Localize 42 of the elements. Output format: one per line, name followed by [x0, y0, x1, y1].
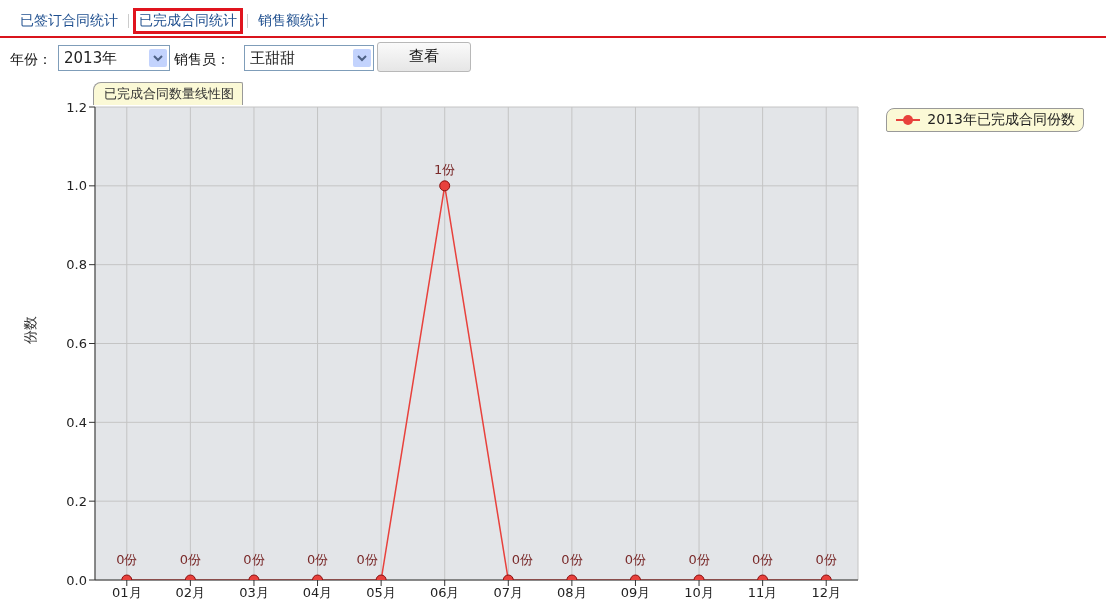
- y-tick-label: 0.6: [66, 336, 87, 352]
- data-label: 0份: [511, 552, 533, 567]
- x-tick-label: 08月: [557, 585, 587, 601]
- data-label: 0份: [243, 552, 265, 567]
- text: 销售员：: [174, 51, 230, 69]
- data-label: 0份: [815, 552, 837, 567]
- y-tick-label: 0.8: [66, 257, 87, 273]
- legend-label: 2013年已完成合同份数: [886, 108, 1084, 132]
- text: 查看: [377, 42, 471, 72]
- x-tick-label: 12月: [811, 585, 841, 601]
- x-tick-label: 04月: [302, 585, 333, 601]
- x-tick-label: 07月: [493, 585, 524, 601]
- data-label: 0份: [356, 552, 378, 567]
- y-tick-label: 0.4: [66, 414, 87, 430]
- data-label: 1份: [434, 161, 456, 177]
- x-tick-label: 09月: [620, 585, 651, 601]
- y-tick-label: 1.0: [66, 178, 87, 194]
- text: 已完成合同统计: [133, 8, 243, 34]
- data-label: 0份: [116, 552, 138, 567]
- x-tick-label: 02月: [175, 585, 206, 601]
- x-tick-label: 11月: [747, 585, 778, 601]
- x-tick-label: 03月: [239, 585, 269, 601]
- x-tick-label: 01月: [112, 585, 142, 601]
- data-label: 0份: [561, 552, 583, 567]
- y-tick-label: 0.2: [66, 493, 87, 509]
- y-tick-label: 0.0: [66, 572, 87, 588]
- x-tick-label: 06月: [429, 585, 460, 601]
- text: 王甜甜: [250, 49, 295, 68]
- y-axis-title: 份数: [21, 315, 38, 344]
- text: 年份：: [10, 51, 52, 69]
- data-label: 0份: [688, 552, 710, 567]
- data-label: 0份: [751, 552, 774, 567]
- y-tick-label: 1.2: [66, 99, 87, 115]
- text: 已签订合同统计: [19, 11, 119, 30]
- x-tick-label: 05月: [366, 585, 396, 601]
- data-label: 0份: [179, 552, 202, 567]
- text: 2013年: [64, 49, 118, 68]
- text: 销售额统计: [257, 11, 329, 30]
- data-label: 0份: [306, 552, 329, 567]
- chart-title: 已完成合同数量线性图: [93, 82, 243, 105]
- x-tick-label: 10月: [684, 585, 714, 601]
- data-label: 0份: [624, 552, 647, 567]
